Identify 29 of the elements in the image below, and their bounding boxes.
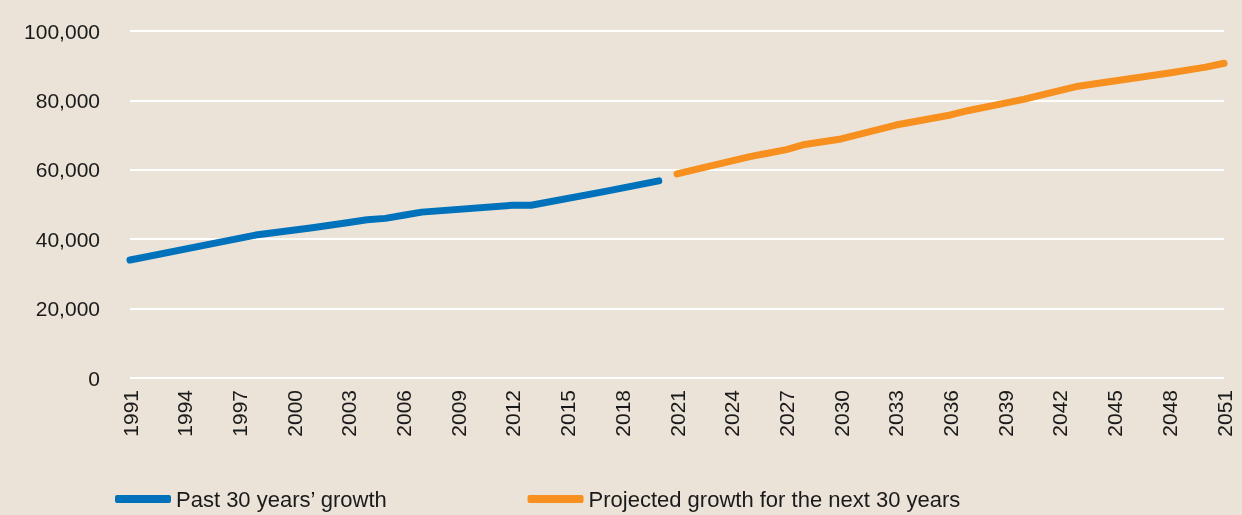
x-tick-label: 2012 xyxy=(501,390,525,437)
x-tick-label: 2045 xyxy=(1103,390,1127,437)
x-tick-label: 2006 xyxy=(392,390,415,437)
x-tick-label: 2015 xyxy=(556,390,580,437)
legend-label: Projected growth for the next 30 years xyxy=(588,486,961,512)
x-tick-label: 2036 xyxy=(939,390,962,437)
y-tick-label: 100,000 xyxy=(24,19,100,43)
x-tick-label: 2051 xyxy=(1212,390,1236,437)
x-tick-label: 2042 xyxy=(1048,390,1072,437)
x-tick-label: 1994 xyxy=(173,389,197,437)
x-tick-label: 2048 xyxy=(1157,390,1181,437)
legend-label: Past 30 years’ growth xyxy=(176,486,387,512)
x-tick-label: 2021 xyxy=(665,390,689,437)
x-tick-label: 2027 xyxy=(774,390,798,437)
x-tick-label: 2039 xyxy=(993,390,1017,437)
x-tick-label: 1997 xyxy=(227,390,251,437)
x-tick-label: 2024 xyxy=(720,389,744,437)
y-tick-label: 20,000 xyxy=(35,297,100,321)
x-tick-label: 2018 xyxy=(610,390,634,437)
y-tick-label: 0 xyxy=(88,366,100,390)
x-tick-label: 1991 xyxy=(118,390,142,437)
y-tick-label: 60,000 xyxy=(35,158,100,182)
x-tick-label: 2030 xyxy=(829,390,853,437)
x-tick-label: 2000 xyxy=(282,390,306,437)
x-tick-label: 2009 xyxy=(446,390,470,437)
y-tick-label: 40,000 xyxy=(35,227,100,251)
x-tick-label: 2003 xyxy=(337,390,361,437)
y-tick-label: 80,000 xyxy=(35,88,100,112)
x-tick-label: 2033 xyxy=(884,390,908,437)
